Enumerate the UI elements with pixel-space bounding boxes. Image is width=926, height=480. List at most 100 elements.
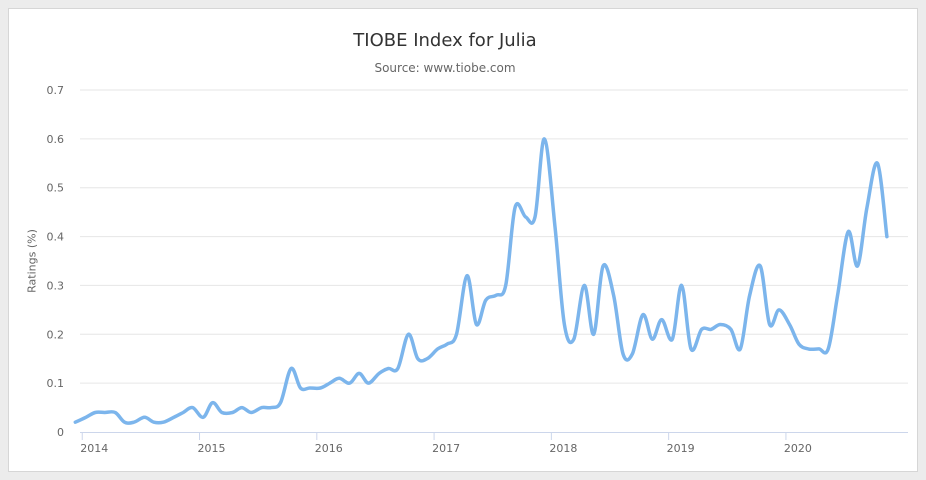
data-point[interactable] — [396, 367, 399, 370]
data-point[interactable] — [407, 333, 410, 336]
data-point[interactable] — [690, 347, 693, 350]
y-tick-label: 0.4 — [47, 231, 65, 244]
data-point[interactable] — [885, 235, 888, 238]
data-point[interactable] — [172, 416, 175, 419]
data-point[interactable] — [866, 206, 869, 209]
data-point[interactable] — [719, 323, 722, 326]
data-point[interactable] — [279, 401, 282, 404]
data-point[interactable] — [348, 382, 351, 385]
x-tick-label: 2016 — [315, 442, 343, 455]
data-point[interactable] — [700, 328, 703, 331]
data-point[interactable] — [797, 343, 800, 346]
y-tick-label: 0.1 — [47, 377, 65, 390]
data-point[interactable] — [426, 357, 429, 360]
data-point[interactable] — [631, 352, 634, 355]
data-point[interactable] — [836, 294, 839, 297]
data-point[interactable] — [680, 284, 683, 287]
data-point[interactable] — [250, 411, 253, 414]
data-point[interactable] — [299, 387, 302, 390]
data-point[interactable] — [778, 308, 781, 311]
data-point[interactable] — [729, 328, 732, 331]
data-point[interactable] — [748, 294, 751, 297]
data-point[interactable] — [220, 411, 223, 414]
data-point[interactable] — [827, 347, 830, 350]
data-point[interactable] — [876, 162, 879, 165]
data-point[interactable] — [338, 377, 341, 380]
data-point[interactable] — [856, 264, 859, 267]
data-point[interactable] — [710, 328, 713, 331]
data-point[interactable] — [367, 382, 370, 385]
data-point[interactable] — [319, 387, 322, 390]
data-point[interactable] — [592, 333, 595, 336]
y-tick-label: 0 — [57, 426, 64, 439]
data-point[interactable] — [651, 338, 654, 341]
data-point[interactable] — [504, 284, 507, 287]
data-point[interactable] — [768, 323, 771, 326]
data-point[interactable] — [270, 406, 273, 409]
data-point[interactable] — [436, 347, 439, 350]
data-point[interactable] — [514, 206, 517, 209]
data-point[interactable] — [152, 421, 155, 424]
data-point[interactable] — [671, 338, 674, 341]
data-point[interactable] — [114, 411, 117, 414]
data-point[interactable] — [759, 264, 762, 267]
data-point[interactable] — [807, 347, 810, 350]
data-point[interactable] — [143, 416, 146, 419]
data-point[interactable] — [446, 343, 449, 346]
data-point[interactable] — [240, 406, 243, 409]
data-point[interactable] — [660, 318, 663, 321]
data-point[interactable] — [543, 137, 546, 140]
y-axis-ticks: 0 0.1 0.2 0.3 0.4 0.5 0.6 0.7 — [47, 84, 65, 439]
y-tick-label: 0.5 — [47, 182, 65, 195]
x-tick-label: 2019 — [667, 442, 695, 455]
data-point[interactable] — [182, 411, 185, 414]
data-point[interactable] — [583, 284, 586, 287]
grid-lines — [80, 89, 908, 384]
data-point[interactable] — [416, 357, 419, 360]
data-point[interactable] — [612, 294, 615, 297]
data-point[interactable] — [74, 421, 77, 424]
series-line[interactable] — [73, 137, 889, 425]
data-point[interactable] — [358, 372, 361, 375]
data-point[interactable] — [524, 216, 527, 219]
data-point[interactable] — [378, 372, 381, 375]
data-point[interactable] — [847, 230, 850, 233]
chart-panel — [8, 8, 918, 472]
data-point[interactable] — [202, 416, 205, 419]
data-point[interactable] — [132, 421, 135, 424]
data-point[interactable] — [387, 367, 390, 370]
data-point[interactable] — [328, 382, 331, 385]
data-point[interactable] — [739, 347, 742, 350]
data-point[interactable] — [602, 264, 605, 267]
data-point[interactable] — [103, 411, 106, 414]
data-point[interactable] — [466, 274, 469, 277]
chart-title: TIOBE Index for Julia — [353, 30, 537, 51]
data-point[interactable] — [475, 323, 478, 326]
data-point[interactable] — [817, 347, 820, 350]
data-point[interactable] — [563, 323, 566, 326]
data-point[interactable] — [191, 406, 194, 409]
x-tick-label: 2020 — [784, 442, 812, 455]
data-point[interactable] — [534, 216, 537, 219]
data-point[interactable] — [622, 352, 625, 355]
data-point[interactable] — [162, 421, 165, 424]
data-point[interactable] — [84, 416, 87, 419]
data-point[interactable] — [455, 333, 458, 336]
data-point[interactable] — [94, 411, 97, 414]
y-tick-label: 0.6 — [47, 133, 65, 146]
data-point[interactable] — [231, 411, 234, 414]
data-point[interactable] — [290, 367, 293, 370]
data-point[interactable] — [495, 294, 498, 297]
data-point[interactable] — [123, 421, 126, 424]
x-tick-label: 2017 — [432, 442, 460, 455]
data-point[interactable] — [572, 338, 575, 341]
data-point[interactable] — [211, 401, 214, 404]
data-point[interactable] — [641, 313, 644, 316]
data-point[interactable] — [484, 299, 487, 302]
data-point[interactable] — [554, 225, 557, 228]
y-tick-label: 0.7 — [47, 84, 65, 97]
data-point[interactable] — [308, 387, 311, 390]
data-point[interactable] — [788, 323, 791, 326]
data-point[interactable] — [260, 406, 263, 409]
